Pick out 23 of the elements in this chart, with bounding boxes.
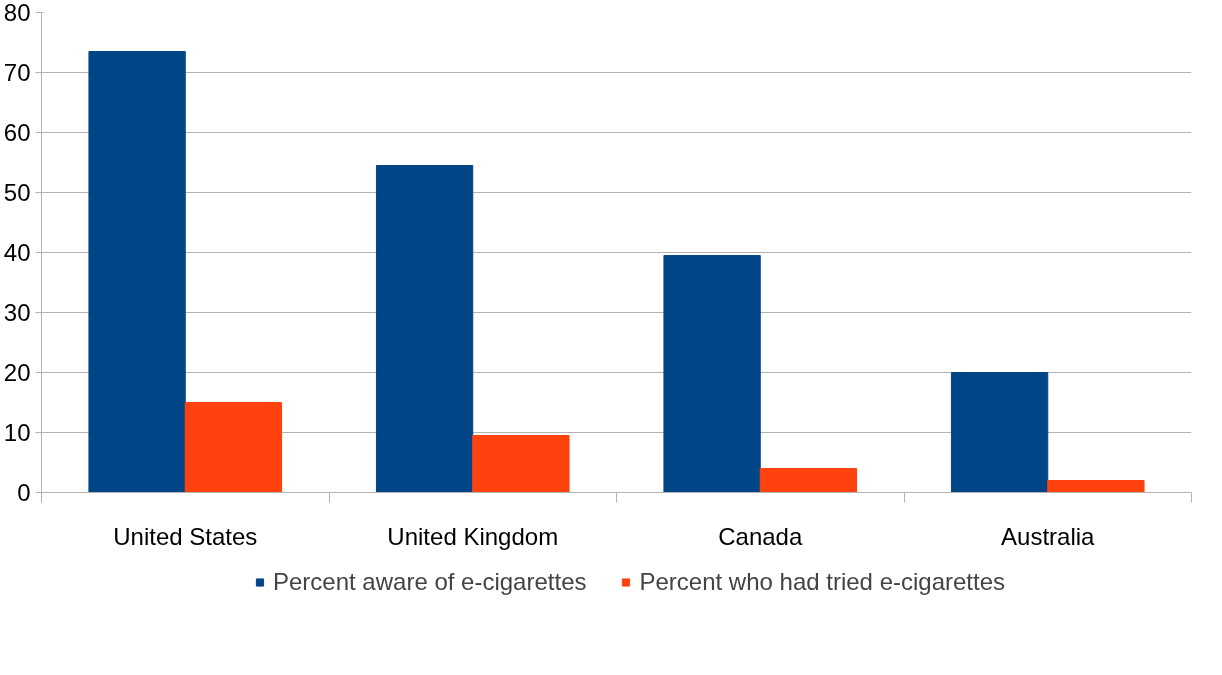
x-tick-label: Canada xyxy=(718,522,803,550)
y-tick-label: 10 xyxy=(3,419,31,446)
y-tick-label: 50 xyxy=(3,179,31,206)
bar xyxy=(1047,480,1145,493)
bar xyxy=(663,255,761,493)
y-tick-label: 40 xyxy=(3,239,31,266)
y-tick-label: 20 xyxy=(3,359,31,386)
x-tick-label: United States xyxy=(113,522,258,550)
y-tick-label: 80 xyxy=(3,0,31,26)
bar xyxy=(950,372,1049,493)
x-tick-label: Australia xyxy=(1001,522,1096,550)
bar xyxy=(375,165,474,493)
legend-label: Percent aware of e-cigarettes xyxy=(272,568,587,596)
x-tick-label: United Kingdom xyxy=(387,522,559,550)
bar xyxy=(184,402,283,493)
y-tick-label: 30 xyxy=(3,299,31,326)
bar xyxy=(759,468,858,493)
legend-label: Percent who had tried e-cigarettes xyxy=(639,568,1006,596)
y-tick-label: 70 xyxy=(3,59,31,86)
bar xyxy=(472,435,570,493)
y-tick-label: 60 xyxy=(3,119,31,146)
y-tick-label: 0 xyxy=(17,479,31,506)
bar xyxy=(88,51,186,493)
